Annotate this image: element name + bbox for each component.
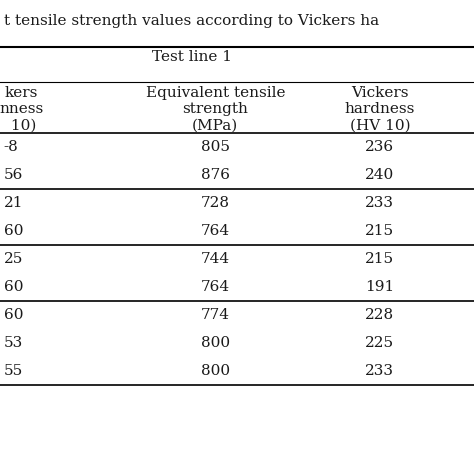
Text: Equivalent tensile
strength
(MPa): Equivalent tensile strength (MPa) [146,86,285,133]
Text: 764: 764 [201,280,230,293]
Text: t tensile strength values according to Vickers ha: t tensile strength values according to V… [4,14,379,28]
Text: 225: 225 [365,336,394,350]
Text: 191: 191 [365,280,394,293]
Text: 60: 60 [4,280,23,293]
Text: -8: -8 [4,140,18,154]
Text: 55: 55 [4,364,23,378]
Text: 728: 728 [201,196,230,210]
Text: Vickers
hardness
(HV 10): Vickers hardness (HV 10) [345,86,415,133]
Text: kers
nness
 10): kers nness 10) [0,86,43,133]
Text: 800: 800 [201,364,230,378]
Text: 236: 236 [365,140,394,154]
Text: Test line 1: Test line 1 [152,50,232,64]
Text: 25: 25 [4,252,23,265]
Text: 56: 56 [4,168,23,182]
Text: 800: 800 [201,336,230,350]
Text: 60: 60 [4,224,23,237]
Text: 805: 805 [201,140,230,154]
Text: 764: 764 [201,224,230,237]
Text: 233: 233 [365,364,394,378]
Text: 228: 228 [365,308,394,322]
Text: 240: 240 [365,168,394,182]
Text: 21: 21 [4,196,23,210]
Text: 774: 774 [201,308,230,322]
Text: 53: 53 [4,336,23,350]
Text: 876: 876 [201,168,230,182]
Text: 60: 60 [4,308,23,322]
Text: 215: 215 [365,224,394,237]
Text: 233: 233 [365,196,394,210]
Text: 215: 215 [365,252,394,265]
Text: 744: 744 [201,252,230,265]
